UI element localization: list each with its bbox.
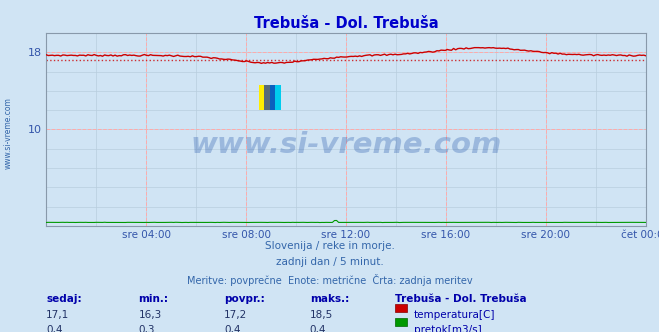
Text: pretok[m3/s]: pretok[m3/s] (414, 325, 482, 332)
Text: www.si-vreme.com: www.si-vreme.com (3, 97, 13, 169)
Bar (270, 85, 281, 110)
Text: 18,5: 18,5 (310, 310, 333, 320)
Text: min.:: min.: (138, 294, 169, 304)
Text: 16,3: 16,3 (138, 310, 161, 320)
Text: 0,4: 0,4 (46, 325, 63, 332)
Bar (264, 85, 275, 110)
Text: temperatura[C]: temperatura[C] (414, 310, 496, 320)
Text: zadnji dan / 5 minut.: zadnji dan / 5 minut. (275, 257, 384, 267)
Text: 0,4: 0,4 (224, 325, 241, 332)
Bar (259, 85, 270, 110)
Title: Trebuša - Dol. Trebuša: Trebuša - Dol. Trebuša (254, 16, 438, 31)
Text: povpr.:: povpr.: (224, 294, 265, 304)
Text: 17,1: 17,1 (46, 310, 69, 320)
Text: Slovenija / reke in morje.: Slovenija / reke in morje. (264, 241, 395, 251)
Text: 0,4: 0,4 (310, 325, 326, 332)
Text: sedaj:: sedaj: (46, 294, 82, 304)
Text: 0,3: 0,3 (138, 325, 155, 332)
Text: 17,2: 17,2 (224, 310, 247, 320)
Text: Trebuša - Dol. Trebuša: Trebuša - Dol. Trebuša (395, 294, 527, 304)
Text: www.si-vreme.com: www.si-vreme.com (190, 131, 501, 159)
Text: maks.:: maks.: (310, 294, 349, 304)
Text: Meritve: povprečne  Enote: metrične  Črta: zadnja meritev: Meritve: povprečne Enote: metrične Črta:… (186, 274, 473, 286)
